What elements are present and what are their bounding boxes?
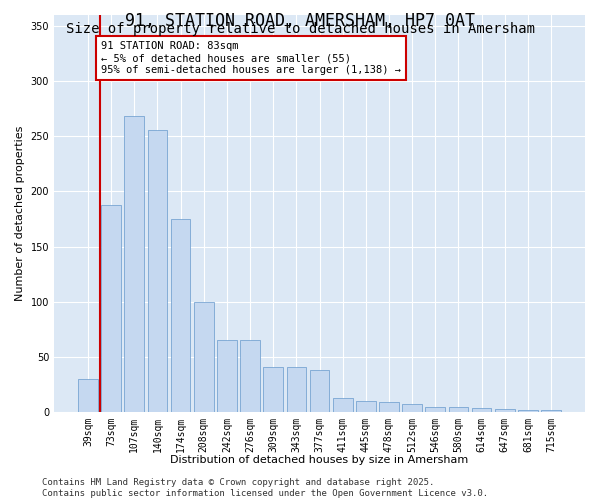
Bar <box>518 410 538 412</box>
Text: Size of property relative to detached houses in Amersham: Size of property relative to detached ho… <box>65 22 535 36</box>
Bar <box>78 379 98 412</box>
Bar <box>495 409 515 412</box>
Bar <box>124 116 144 412</box>
Bar <box>217 340 237 412</box>
X-axis label: Distribution of detached houses by size in Amersham: Distribution of detached houses by size … <box>170 455 469 465</box>
Text: 91 STATION ROAD: 83sqm
← 5% of detached houses are smaller (55)
95% of semi-deta: 91 STATION ROAD: 83sqm ← 5% of detached … <box>101 42 401 74</box>
Bar <box>240 340 260 412</box>
Bar <box>356 401 376 412</box>
Bar <box>194 302 214 412</box>
Text: 91, STATION ROAD, AMERSHAM, HP7 0AT: 91, STATION ROAD, AMERSHAM, HP7 0AT <box>125 12 475 30</box>
Bar <box>287 367 306 412</box>
Bar <box>425 406 445 412</box>
Bar <box>449 406 468 412</box>
Bar <box>148 130 167 412</box>
Bar <box>333 398 353 412</box>
Bar <box>379 402 399 412</box>
Bar <box>402 404 422 412</box>
Bar <box>310 370 329 412</box>
Bar <box>472 408 491 412</box>
Text: Contains HM Land Registry data © Crown copyright and database right 2025.
Contai: Contains HM Land Registry data © Crown c… <box>42 478 488 498</box>
Bar <box>171 219 190 412</box>
Bar <box>263 367 283 412</box>
Bar <box>101 204 121 412</box>
Bar <box>541 410 561 412</box>
Y-axis label: Number of detached properties: Number of detached properties <box>15 126 25 301</box>
